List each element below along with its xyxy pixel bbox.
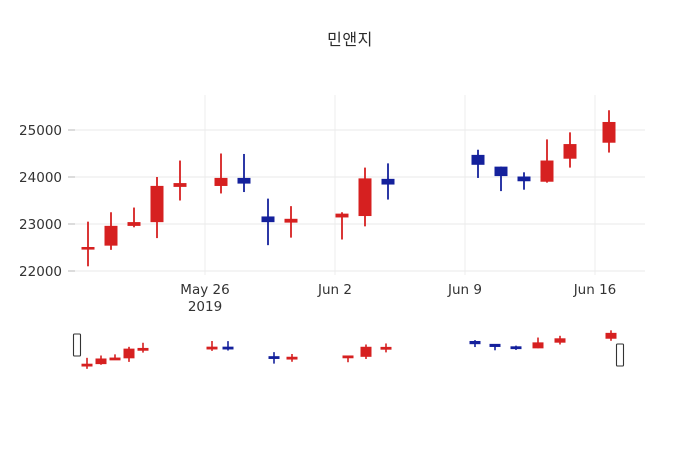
candle-jun-11[interactable] xyxy=(494,166,508,192)
rangeslider-candle-body xyxy=(605,332,617,339)
rangeslider-candle[interactable] xyxy=(469,340,481,348)
vertical-grid-layer xyxy=(204,95,596,275)
candle-jun-10[interactable] xyxy=(471,149,485,178)
candle-body xyxy=(563,144,577,159)
candle-body xyxy=(173,183,187,187)
rangeslider-candle[interactable] xyxy=(81,357,93,369)
rangeslider-candle[interactable] xyxy=(360,344,372,359)
candle-jun-14[interactable] xyxy=(563,132,577,168)
candle-jun-4[interactable] xyxy=(381,163,395,200)
rangeslider-candle[interactable] xyxy=(123,346,135,362)
candle-jun-3[interactable] xyxy=(358,167,372,227)
candle-body xyxy=(127,222,141,226)
rangeslider-candle[interactable] xyxy=(342,355,354,363)
candle-jun-17[interactable] xyxy=(602,110,616,153)
x-tick-sublabel: 2019 xyxy=(188,299,222,315)
rangeslider-candle-body xyxy=(137,347,149,351)
candle-jun-13[interactable] xyxy=(540,139,554,183)
rangeslider-candle-body xyxy=(206,346,218,350)
rangeslider-candle[interactable] xyxy=(286,354,298,362)
rangeslider-candle[interactable] xyxy=(510,345,522,350)
candle-body xyxy=(150,185,164,223)
y-axis-labels: 22000 23000 24000 25000 xyxy=(19,123,62,280)
candle-may-28[interactable] xyxy=(237,153,251,193)
candle-body xyxy=(358,178,372,217)
grid-layer xyxy=(68,129,645,272)
rangeslider-candle-body xyxy=(554,338,566,343)
rangeslider-candle-body xyxy=(510,346,522,350)
rangeslider-candle[interactable] xyxy=(109,354,121,361)
candlestick-series[interactable] xyxy=(81,110,616,267)
rangeslider-candle-body xyxy=(469,340,481,345)
y-tick-label: 24000 xyxy=(19,170,62,186)
candle-may-30[interactable] xyxy=(284,206,298,238)
candle-may-31[interactable] xyxy=(335,212,349,240)
rangeslider-candle[interactable] xyxy=(222,341,234,351)
rangeslider-candle[interactable] xyxy=(95,355,107,365)
rangeslider-candle[interactable] xyxy=(489,343,501,351)
candle-body xyxy=(261,216,275,223)
rangeslider-candle-body xyxy=(380,346,392,350)
candle-body xyxy=(214,177,228,186)
rangeslider-candle-body xyxy=(268,356,280,359)
candle-jun-12[interactable] xyxy=(517,172,531,190)
rangeslider-candle-body xyxy=(95,358,107,365)
candle-may-21[interactable] xyxy=(104,212,118,250)
rangeslider-candle[interactable] xyxy=(554,335,566,345)
candle-body xyxy=(381,178,395,185)
rangeslider-candle-body xyxy=(81,363,93,367)
candle-may-24[interactable] xyxy=(173,160,187,201)
y-tick-label: 22000 xyxy=(19,264,62,280)
rangeslider-candle-body xyxy=(286,356,298,360)
rangeslider-right-handle[interactable] xyxy=(615,343,625,367)
candle-body xyxy=(517,176,531,182)
candle-body xyxy=(494,166,508,177)
candle-body xyxy=(602,121,616,143)
candle-may-20[interactable] xyxy=(81,221,95,267)
rangeslider-left-handle[interactable] xyxy=(72,333,82,357)
candle-body xyxy=(81,247,95,250)
rangeslider-candle[interactable] xyxy=(137,342,149,353)
x-tick-label: Jun 2 xyxy=(317,282,352,298)
candle-body xyxy=(237,177,251,184)
candle-body xyxy=(104,225,118,246)
x-tick-label: Jun 9 xyxy=(447,282,482,298)
rangeslider-candle[interactable] xyxy=(532,337,544,349)
candle-body xyxy=(284,218,298,223)
y-tick-label: 25000 xyxy=(19,123,62,139)
rangeslider-candle-body xyxy=(489,343,501,347)
candle-may-22[interactable] xyxy=(127,207,141,228)
rangeslider-candle[interactable] xyxy=(268,352,280,364)
candle-may-29[interactable] xyxy=(261,198,275,246)
y-tick-label: 23000 xyxy=(19,217,62,233)
rangeslider-candle[interactable] xyxy=(206,341,218,351)
candle-may-23[interactable] xyxy=(150,177,164,239)
rangeslider-candle[interactable] xyxy=(380,343,392,353)
rangeslider-candle-body xyxy=(342,355,354,359)
candle-may-27[interactable] xyxy=(214,153,228,194)
chart-title: 민앤지 xyxy=(327,30,373,49)
rangeslider-candle-body xyxy=(222,346,234,350)
rangeslider-candle[interactable] xyxy=(605,330,617,341)
x-tick-label: Jun 16 xyxy=(573,282,617,298)
candle-body xyxy=(335,213,349,218)
candle-body xyxy=(540,160,554,182)
rangeslider-candle-body xyxy=(532,342,544,349)
x-tick-label: May 26 xyxy=(180,282,229,298)
range-slider[interactable] xyxy=(72,330,625,369)
rangeslider-candle-body xyxy=(109,357,121,361)
candle-body xyxy=(471,154,485,165)
rangeslider-candle-body xyxy=(123,348,135,359)
rangeslider-candle-body xyxy=(360,346,372,357)
